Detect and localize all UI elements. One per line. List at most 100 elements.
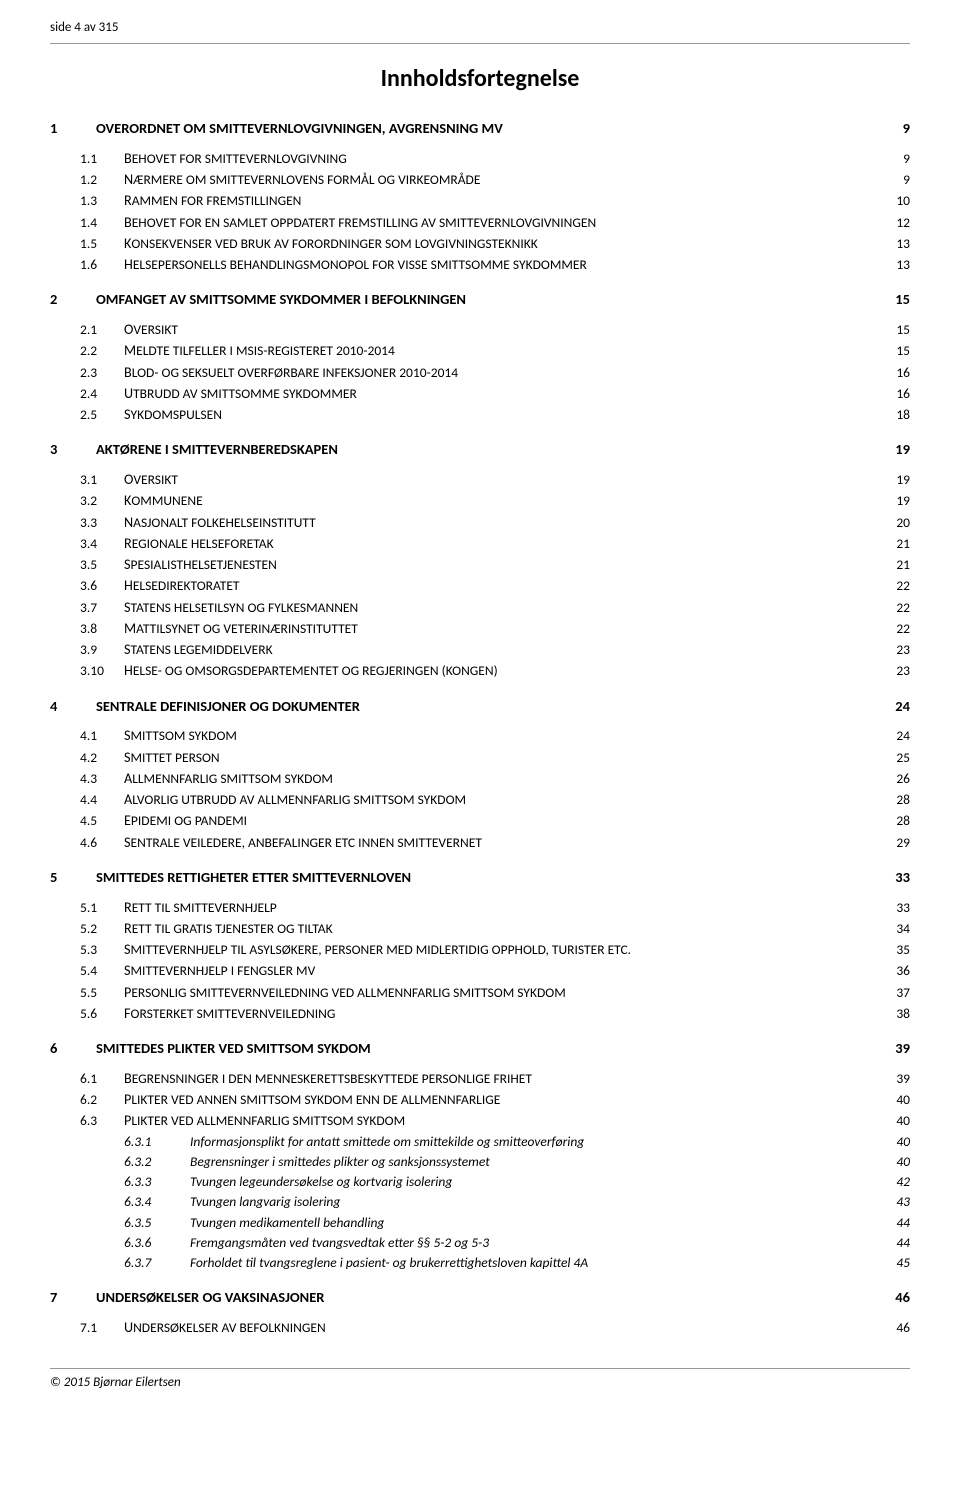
toc-page-number: 23	[892, 640, 910, 660]
toc-page-number: 42	[892, 1172, 910, 1192]
toc-number: 6.3.2	[124, 1152, 190, 1172]
toc-entry: 6.3.4Tvungen langvarig isolering43	[50, 1192, 910, 1212]
toc-page-number: 28	[892, 790, 910, 810]
toc-number: 5.5	[80, 983, 124, 1003]
toc-entry: 2OMFANGET AV SMITTSOMME SYKDOMMER I BEFO…	[50, 289, 910, 311]
toc-number: 3.2	[80, 491, 124, 511]
toc-page-number: 39	[892, 1069, 910, 1089]
toc-number: 5.4	[80, 961, 124, 981]
toc-number: 1.6	[80, 255, 124, 275]
toc-label: Smittsom sykdom	[124, 725, 237, 746]
toc-page-number: 21	[892, 534, 910, 554]
toc-entry: 5.2Rett til gratis tjenester og tiltak34	[50, 918, 910, 939]
toc-label: UNDERSØKELSER OG VAKSINASJONER	[96, 1287, 324, 1309]
toc-entry: 2.3Blod- og seksuelt overførbare infeksj…	[50, 362, 910, 383]
toc-page-number: 15	[892, 341, 910, 361]
toc-entry: 6.3.6Fremgangsmåten ved tvangsvedtak ett…	[50, 1233, 910, 1253]
toc-entry: 4.3Allmennfarlig smittsom sykdom26	[50, 768, 910, 789]
toc-entry: 4SENTRALE DEFINISJONER OG DOKUMENTER24	[50, 696, 910, 718]
toc-label: Alvorlig utbrudd av allmennfarlig smitts…	[124, 789, 466, 810]
toc-entry: 1.6Helsepersonells behandlingsmonopol fo…	[50, 254, 910, 275]
toc-label: Rett til gratis tjenester og tiltak	[124, 918, 333, 939]
toc-entry: 2.1Oversikt15	[50, 319, 910, 340]
table-of-contents: 1OVERORDNET OM SMITTEVERNLOVGIVNINGEN, A…	[50, 118, 910, 1338]
toc-entry: 3.1Oversikt19	[50, 469, 910, 490]
toc-entry: 1OVERORDNET OM SMITTEVERNLOVGIVNINGEN, A…	[50, 118, 910, 140]
toc-number: 4.1	[80, 726, 124, 746]
toc-entry: 6.3.7Forholdet til tvangsreglene i pasie…	[50, 1253, 910, 1273]
toc-label: Smittet person	[124, 747, 220, 768]
toc-label: Oversikt	[124, 319, 178, 340]
toc-number: 3	[50, 439, 96, 461]
toc-page-number: 36	[892, 961, 910, 981]
page-indicator: side 4 av 315	[50, 20, 118, 35]
toc-page-number: 37	[892, 983, 910, 1003]
toc-label: Regionale helseforetak	[124, 533, 274, 554]
toc-entry: 1.2Nærmere om smittevernlovens formål og…	[50, 169, 910, 190]
toc-number: 3.9	[80, 640, 124, 660]
toc-label: Begrensninger i smittedes plikter og san…	[190, 1152, 490, 1172]
toc-page-number: 19	[892, 491, 910, 511]
toc-label: Plikter ved allmennfarlig smittsom sykdo…	[124, 1110, 405, 1131]
toc-page-number: 43	[892, 1192, 910, 1212]
toc-number: 2.1	[80, 320, 124, 340]
toc-label: Statens helsetilsyn og Fylkesmannen	[124, 597, 358, 618]
toc-label: Oversikt	[124, 469, 178, 490]
toc-number: 6.3.5	[124, 1213, 190, 1233]
toc-number: 3.3	[80, 513, 124, 533]
toc-page-number: 25	[892, 748, 910, 768]
toc-page-number: 19	[892, 470, 910, 490]
toc-label: Tvungen medikamentell behandling	[190, 1213, 384, 1233]
toc-entry: 5.1Rett til smittevernhjelp33	[50, 897, 910, 918]
toc-page-number: 33	[892, 898, 910, 918]
toc-number: 3.10	[80, 661, 124, 681]
toc-number: 2	[50, 289, 96, 311]
toc-entry: 4.1Smittsom sykdom 24	[50, 725, 910, 746]
toc-entry: 4.2Smittet person25	[50, 747, 910, 768]
toc-page-number: 22	[892, 598, 910, 618]
toc-label: Informasjonsplikt for antatt smittede om…	[190, 1132, 584, 1152]
toc-label: Spesialisthelsetjenesten	[124, 554, 277, 575]
toc-label: Smittevernhjelp til asylsøkere, personer…	[124, 939, 631, 960]
toc-entry: 5.4Smittevernhjelp i fengsler mv 36	[50, 960, 910, 981]
toc-page-number: 21	[892, 555, 910, 575]
toc-entry: 4.6Sentrale veiledere, anbefalinger etc …	[50, 832, 910, 853]
toc-label: AKTØRENE I SMITTEVERNBEREDSKAPEN	[96, 439, 338, 461]
toc-number: 6.2	[80, 1090, 124, 1110]
toc-label: Helsepersonells behandlingsmonopol for v…	[124, 254, 587, 275]
toc-number: 3.7	[80, 598, 124, 618]
toc-number: 3.8	[80, 619, 124, 639]
toc-page-number: 28	[892, 811, 910, 831]
toc-entry: 7.1Undersøkelser av befolkningen46	[50, 1317, 910, 1338]
toc-label: Personlig smittevernveiledning ved allme…	[124, 982, 566, 1003]
toc-entry: 3.4Regionale helseforetak21	[50, 533, 910, 554]
toc-label: Smittevernhjelp i fengsler mv	[124, 960, 315, 981]
toc-number: 7	[50, 1287, 96, 1309]
toc-number: 2.5	[80, 405, 124, 425]
toc-entry: 1.1Behovet for smittevernlovgivning9	[50, 148, 910, 169]
toc-page-number: 20	[892, 513, 910, 533]
toc-label: Statens legemiddelverk	[124, 639, 273, 660]
toc-entry: 6.3.3Tvungen legeundersøkelse og kortvar…	[50, 1172, 910, 1192]
page-title: Innholdsfortegnelse	[50, 64, 910, 93]
toc-page-number: 12	[892, 213, 910, 233]
toc-label: SENTRALE DEFINISJONER OG DOKUMENTER	[96, 696, 360, 718]
toc-page-number: 29	[892, 833, 910, 853]
toc-page-number: 46	[891, 1287, 910, 1309]
toc-label: Blod- og seksuelt overførbare infeksjone…	[124, 362, 458, 383]
toc-entry: 3.5Spesialisthelsetjenesten21	[50, 554, 910, 575]
toc-label: Fremgangsmåten ved tvangsvedtak etter §§…	[190, 1233, 489, 1253]
toc-entry: 6.1Begrensninger i den menneskerettsbesk…	[50, 1068, 910, 1089]
toc-entry: 1.5Konsekvenser ved bruk av forordninger…	[50, 233, 910, 254]
toc-number: 1.1	[80, 149, 124, 169]
toc-entry: 3.2Kommunene19	[50, 490, 910, 511]
toc-entry: 1.3Rammen for fremstillingen10	[50, 190, 910, 211]
toc-page-number: 24	[892, 726, 910, 746]
toc-page-number: 22	[892, 619, 910, 639]
toc-label: Utbrudd av smittsomme sykdommer	[124, 383, 357, 404]
toc-number: 6.3.3	[124, 1172, 190, 1192]
toc-number: 4.4	[80, 790, 124, 810]
toc-page-number: 13	[892, 255, 910, 275]
toc-page-number: 18	[892, 405, 910, 425]
toc-label: Forsterket smittevernveiledning	[124, 1003, 335, 1024]
